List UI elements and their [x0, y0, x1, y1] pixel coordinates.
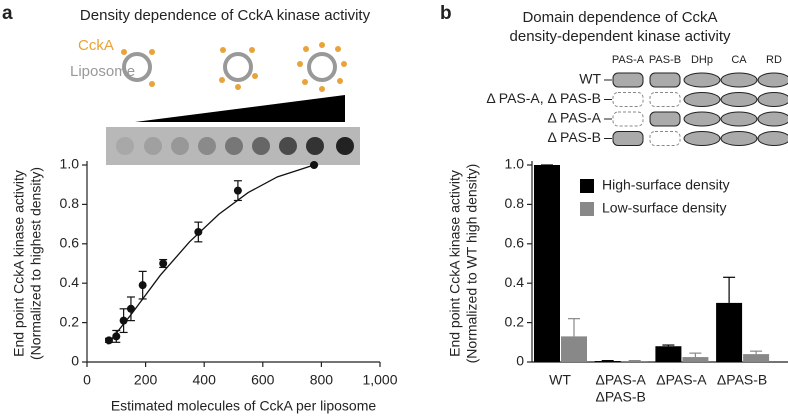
data-point	[233, 186, 242, 195]
bar	[743, 354, 770, 362]
data-point	[112, 332, 121, 341]
domain	[720, 72, 758, 88]
protein-label: CckA	[78, 37, 114, 54]
domain	[720, 131, 758, 146]
y-axis-label: (Normalized to WT high density)	[464, 164, 480, 364]
bar	[655, 346, 682, 362]
y-tick-label: 0.4	[60, 274, 80, 290]
density-wedge	[135, 95, 345, 122]
liposome-illustration	[122, 52, 337, 82]
y-tick-label: 0	[516, 353, 524, 369]
deleted-domain	[612, 92, 644, 107]
x-axis-label: Estimated molecules of CckA per liposome	[111, 398, 377, 414]
deleted-domain	[649, 131, 681, 146]
data-point	[194, 227, 203, 236]
domain-label: RD	[766, 54, 782, 66]
x-tick-label: 0	[83, 372, 91, 388]
data-point	[119, 316, 128, 325]
construct-label: Δ PAS-A	[548, 110, 602, 126]
deleted-domain	[612, 111, 644, 127]
x-tick-label: WT	[549, 372, 571, 388]
x-tick-label: ΔPAS-B	[717, 372, 767, 388]
x-tick-label: 600	[251, 372, 275, 388]
bar	[534, 165, 560, 362]
domain	[683, 92, 721, 107]
domain	[757, 72, 788, 88]
domain	[683, 72, 721, 88]
data-point	[126, 304, 135, 313]
bar	[621, 361, 648, 362]
deleted-domain	[649, 92, 681, 107]
panel-title: density-dependent kinase activity	[510, 28, 731, 45]
data-point	[138, 281, 147, 290]
legend-swatch	[580, 179, 594, 193]
domain	[757, 131, 788, 146]
bar	[561, 336, 587, 362]
gel-image	[106, 127, 360, 165]
y-axis-label: End point CckA kinase activity	[11, 170, 27, 357]
x-tick-label: ΔPAS-B	[596, 389, 646, 405]
legend-label: High-surface density	[602, 177, 730, 193]
domain	[649, 111, 681, 127]
domain-label: PAS-A	[612, 54, 645, 66]
panel-letter: b	[440, 3, 452, 24]
panel-letter: a	[2, 3, 13, 24]
bar	[682, 357, 709, 362]
y-tick-label: 1.0	[60, 156, 80, 172]
y-tick-label: 1.0	[505, 156, 525, 172]
y-tick-label: 0.8	[60, 195, 80, 211]
y-tick-label: 0	[71, 353, 79, 369]
y-axis-label: End point CckA kinase activity	[447, 170, 463, 357]
domain	[683, 111, 721, 127]
domain	[683, 131, 721, 146]
domain	[720, 92, 758, 107]
data-point	[159, 259, 168, 268]
data-point	[310, 161, 319, 169]
domain-label: PAS-B	[649, 54, 681, 66]
domain	[612, 131, 644, 146]
y-tick-label: 0.6	[505, 235, 525, 251]
cckA-dots	[121, 42, 347, 92]
x-tick-label: 400	[193, 372, 217, 388]
x-tick-label: 1,000	[362, 372, 397, 388]
x-tick-label: 200	[134, 372, 158, 388]
legend-label: Low-surface density	[602, 200, 727, 216]
x-tick-label: 800	[310, 372, 334, 388]
domain	[720, 111, 758, 127]
bar	[716, 302, 743, 362]
domain-label: CA	[731, 54, 747, 66]
construct-label: WT	[579, 71, 601, 87]
domain	[612, 72, 644, 88]
bar	[594, 361, 621, 362]
domain-label: DHp	[691, 54, 713, 66]
y-tick-label: 0.2	[505, 313, 525, 329]
y-axis-label: (Normalized to highest density)	[28, 167, 44, 360]
y-tick-label: 0.6	[60, 235, 80, 251]
domain	[757, 92, 788, 107]
y-tick-label: 0.4	[505, 274, 525, 290]
panel-title: Density dependence of CckA kinase activi…	[80, 7, 371, 24]
domain	[757, 111, 788, 127]
construct-label: Δ PAS-B	[548, 129, 601, 145]
liposome-label: Liposome	[70, 63, 135, 80]
x-tick-label: ΔPAS-A	[596, 372, 647, 388]
construct-label: Δ PAS-A, Δ PAS-B	[486, 90, 601, 106]
legend-swatch	[580, 202, 594, 216]
panel-title: Domain dependence of CckA	[522, 9, 717, 26]
x-tick-label: ΔPAS-A	[656, 372, 707, 388]
fit-curve	[107, 164, 315, 345]
data-point	[104, 336, 113, 345]
y-tick-label: 0.2	[60, 313, 80, 329]
domain	[649, 72, 681, 88]
y-tick-label: 0.8	[505, 195, 525, 211]
